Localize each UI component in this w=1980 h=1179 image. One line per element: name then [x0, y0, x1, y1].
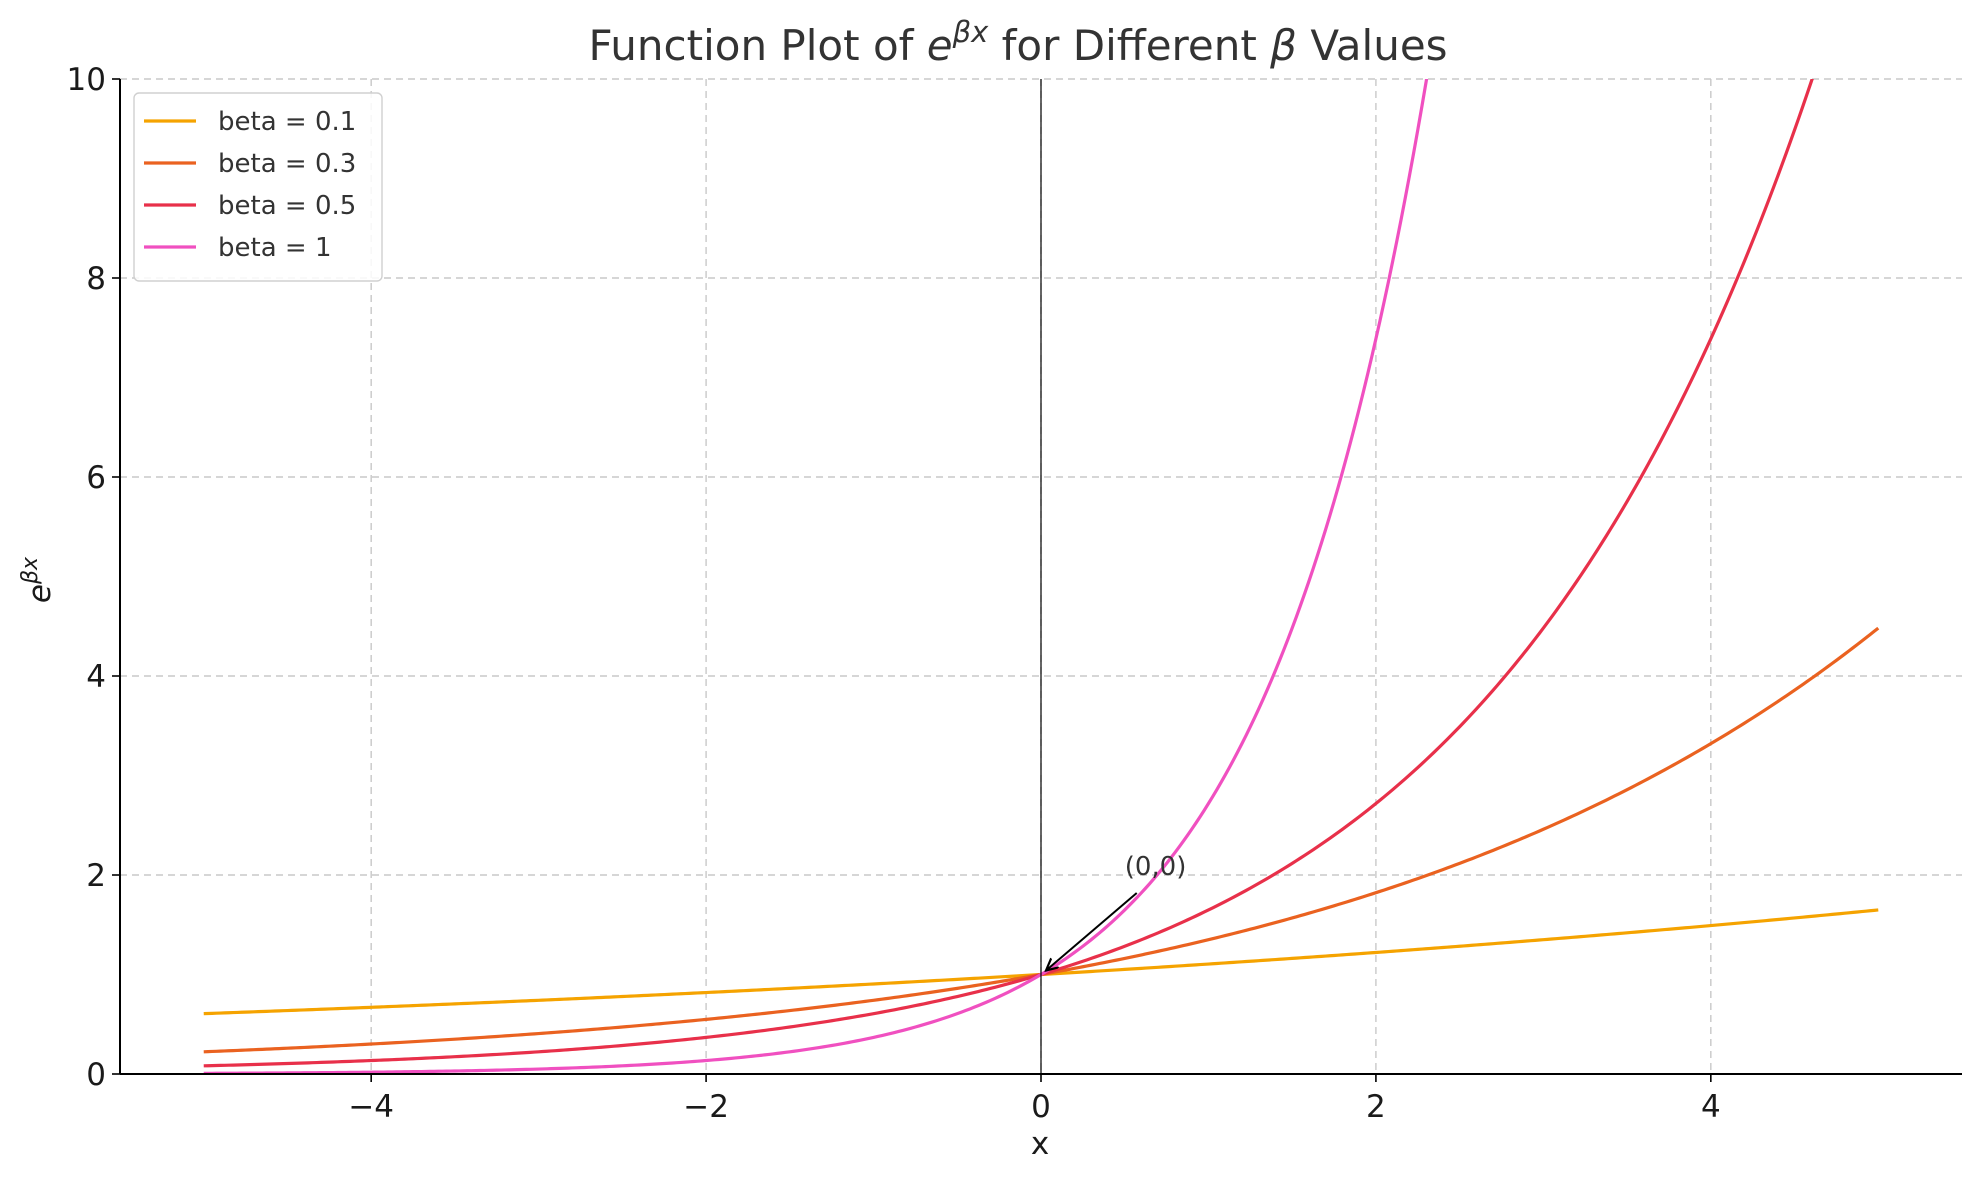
- chart-title: Function Plot of eβx for Different β Val…: [588, 15, 1447, 70]
- x-tick-label: 0: [1031, 1089, 1051, 1125]
- x-tick-label: −4: [348, 1089, 394, 1125]
- x-tick-label: 2: [1366, 1089, 1386, 1125]
- legend-entry: beta = 1: [218, 233, 331, 263]
- legend-entry: beta = 0.1: [218, 107, 356, 137]
- axes: [112, 78, 1962, 1082]
- title-prefix: Function Plot of: [588, 21, 926, 70]
- title-symbol: β: [1269, 21, 1297, 70]
- title-exponent: βx: [952, 15, 990, 49]
- x-tick-label: 4: [1701, 1089, 1721, 1125]
- y-tick-label: 6: [86, 460, 106, 496]
- title-suffix: Values: [1297, 21, 1448, 70]
- legend-box: [133, 92, 383, 282]
- legend-entry: beta = 0.5: [218, 191, 356, 221]
- title-middle: for Different: [988, 21, 1270, 70]
- y-tick-label: 2: [86, 858, 106, 894]
- tick-labels: −4 −2 0 2 4 0 2 4 6 8 10: [67, 62, 1721, 1125]
- y-label-base: e: [22, 584, 58, 603]
- annotation-arrow: [1046, 892, 1138, 971]
- legend: beta = 0.1 beta = 0.3 beta = 0.5 beta = 1: [133, 92, 383, 282]
- y-tick-label: 8: [86, 261, 106, 297]
- title-base: e: [927, 21, 953, 70]
- annotation-text: (0,0): [1125, 852, 1187, 882]
- x-axis-label: x: [1031, 1126, 1049, 1162]
- x-tick-label: −2: [683, 1089, 729, 1125]
- y-tick-label: 4: [86, 659, 106, 695]
- y-axis-label: eβx: [18, 556, 58, 603]
- y-tick-label: 0: [86, 1057, 106, 1093]
- y-tick-label: 10: [67, 62, 106, 98]
- y-label-exponent: βx: [18, 556, 43, 585]
- legend-entry: beta = 0.3: [218, 149, 356, 179]
- annotation: (0,0): [1046, 852, 1186, 971]
